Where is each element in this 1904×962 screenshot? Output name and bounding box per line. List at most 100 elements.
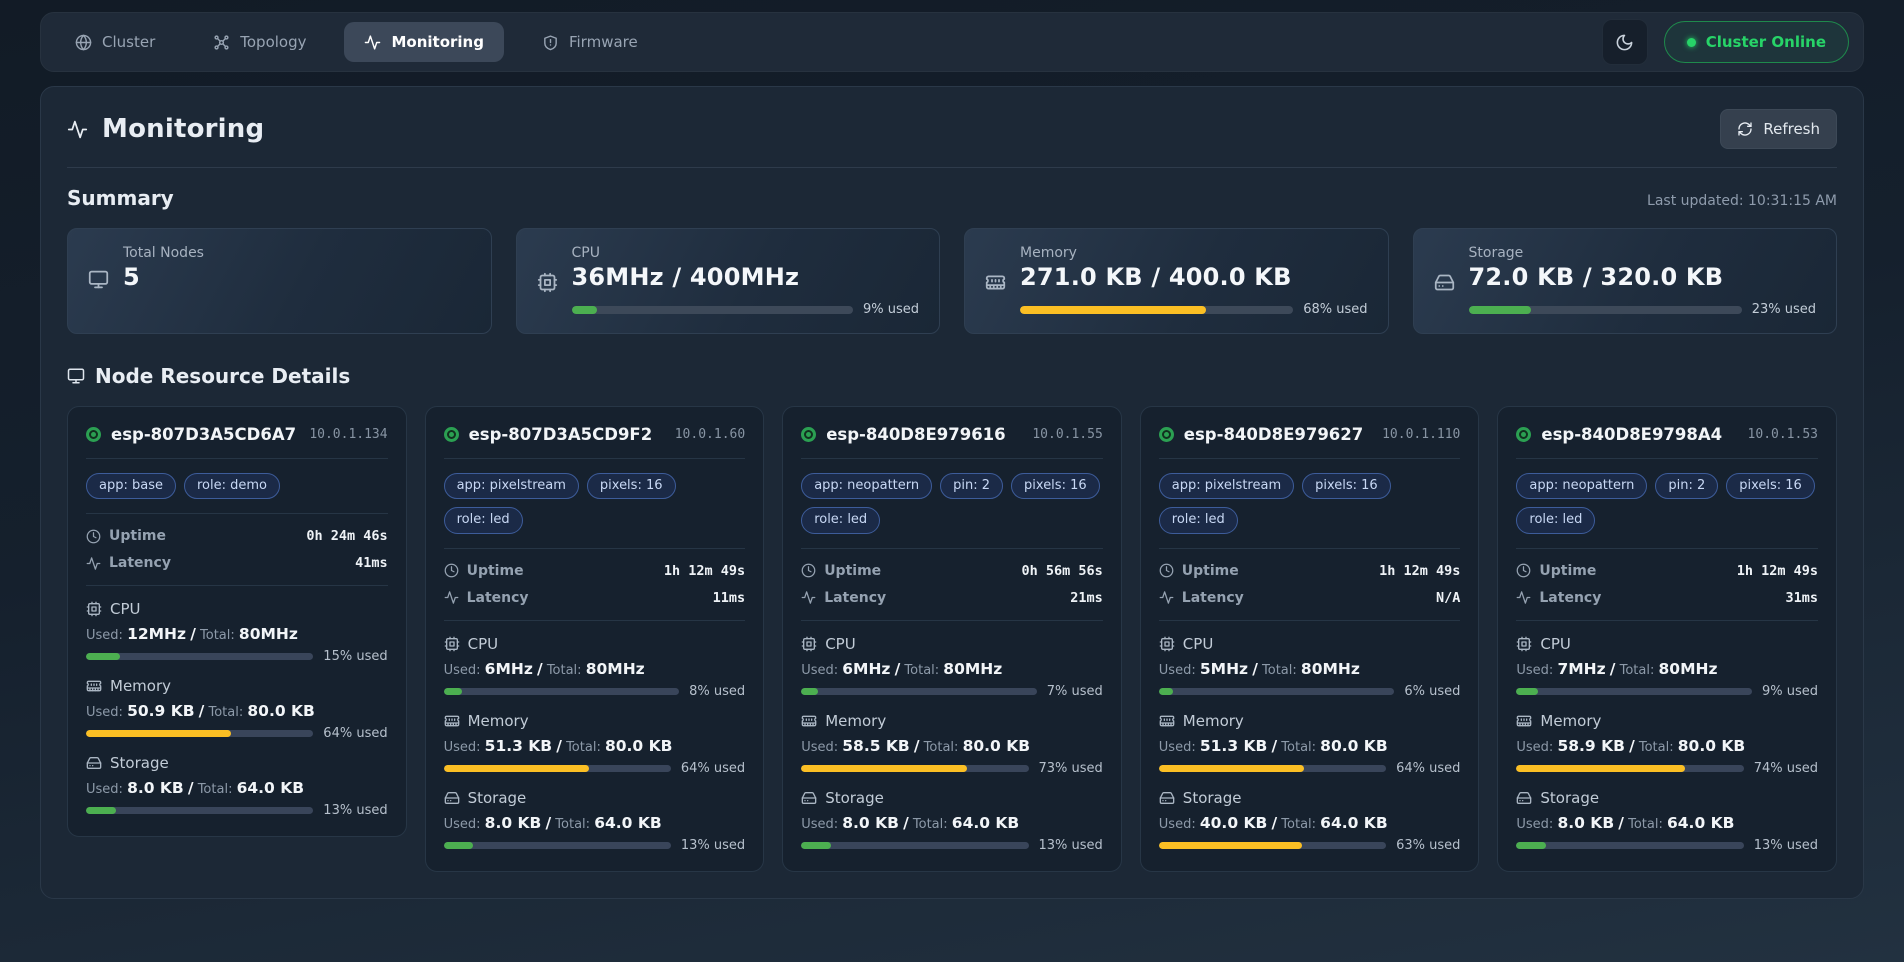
node-details-header: Node Resource Details [67,364,1837,388]
uptime-label: Uptime [1539,562,1597,579]
cpu-icon [1516,636,1532,652]
harddrive-icon [444,790,460,806]
node-resource-memory: Memory Used: 58.9 KB / Total: 80.0 KB 74… [1516,712,1818,776]
progress-percent-label: 8% used [689,683,746,699]
progress-track [1158,841,1387,849]
harddrive-icon [1516,790,1532,806]
progress-track [86,807,314,815]
resource-used-value: 50.9 KB [127,702,195,721]
node-resource-cpu: CPU Used: 5MHz / Total: 80MHz 6% used [1158,634,1460,699]
theme-toggle-button[interactable] [1601,19,1648,65]
node-resource-storage: Storage Used: 8.0 KB / Total: 64.0 KB 13… [1516,789,1818,853]
progress-percent-label: 13% used [323,803,388,819]
tab-cluster[interactable]: Cluster [55,22,175,62]
divider [86,513,388,515]
resource-label: Storage [1540,788,1600,807]
uptime-value: 1h 12m 49s [1736,562,1818,579]
resource-usage-line: Used: 6MHz / Total: 80MHz [443,659,645,678]
resource-label: Storage [1182,788,1242,807]
resource-used-value: 8.0 KB [1557,813,1615,832]
progress-percent-label: 15% used [323,649,388,665]
node-card: esp-840D8E9798A4 10.0.1.53 app: neopatte… [1497,406,1837,872]
resource-label: CPU [1182,634,1214,653]
summary-card-cpu: CPU 36MHz / 400MHz 9% used [515,228,940,334]
node-uptime-row: Uptime 0h 24m 46s [86,528,388,544]
progress-track [1516,687,1752,695]
progress-track [1158,764,1387,772]
resource-usage-line: Used: 50.9 KB / Total: 80.0 KB [86,702,315,721]
card-label: Total Nodes [123,245,204,261]
last-updated-text: Last updated: 10:31:15 AM [1647,193,1837,209]
panel-header: Monitoring Refresh [67,109,1837,149]
resource-total-value: 64.0 KB [951,813,1020,832]
progress-track [443,841,671,849]
divider [443,547,746,549]
summary-cards: Total Nodes 5 CPU 36MHz / 400MHz 9% used… [67,228,1837,334]
uptime-label: Uptime [466,562,524,579]
node-card-header: esp-807D3A5CD6A7 10.0.1.134 [86,425,388,444]
progress-fill [801,841,831,849]
tab-monitoring[interactable]: Monitoring [344,22,504,62]
resource-used-value: 8.0 KB [842,813,899,832]
node-resources: CPU Used: 6MHz / Total: 80MHz 7% used Me… [801,635,1103,853]
progress-percent-label: 23% used [1751,302,1816,317]
node-resource-memory: Memory Used: 51.3 KB / Total: 80.0 KB 64… [1158,712,1460,776]
node-resource-memory: Memory Used: 58.5 KB / Total: 80.0 KB 73… [801,712,1103,776]
divider [86,458,388,459]
resource-label: Memory [825,711,887,730]
resource-usage-line: Used: 58.9 KB / Total: 80.0 KB [1516,736,1746,755]
refresh-button[interactable]: Refresh [1720,109,1837,149]
resource-label: Memory [1540,711,1602,730]
progress-percent-label: 7% used [1046,683,1103,699]
node-ip: 10.0.1.134 [309,427,388,442]
divider [1158,619,1461,621]
progress-fill [1516,764,1685,772]
node-uptime-row: Uptime 1h 12m 49s [444,562,745,579]
card-label: CPU [571,245,600,261]
progress-track [86,730,314,738]
resource-label: Storage [467,788,527,807]
node-resource-memory: Memory Used: 51.3 KB / Total: 80.0 KB 64… [443,712,745,776]
cpu-icon [1159,636,1175,652]
node-latency-row: Latency 31ms [1516,590,1818,606]
resource-label: CPU [467,634,499,653]
node-resources: CPU Used: 7MHz / Total: 80MHz 9% used Me… [1516,635,1818,853]
divider [1158,547,1461,549]
node-latency-row: Latency 11ms [444,590,745,606]
node-uptime-row: Uptime 0h 56m 56s [801,563,1103,579]
cluster-status-badge[interactable]: Cluster Online [1663,21,1849,63]
resource-used-value: 51.3 KB [1199,736,1268,755]
progress-fill [86,807,116,815]
latency-value: N/A [1436,589,1461,606]
node-tag-row: app: pixelstream pixels: 16 role: led [1158,473,1461,534]
tab-topology[interactable]: Topology [193,22,326,62]
activity-icon [364,34,381,51]
resource-usage-line: Used: 8.0 KB / Total: 64.0 KB [86,779,305,798]
node-resource-cpu: CPU Used: 6MHz / Total: 80MHz 8% used [443,634,746,699]
node-tag: role: led [801,507,881,534]
progress-percent-label: 73% used [1038,760,1103,776]
harddrive-icon [801,790,817,806]
node-resource-memory: Memory Used: 50.9 KB / Total: 80.0 KB 64… [86,677,388,741]
resource-total-value: 80.0 KB [1320,736,1388,755]
progress-percent-label: 63% used [1396,837,1461,853]
resource-total-value: 80.0 KB [1677,736,1746,755]
resource-usage-line: Used: 6MHz / Total: 80MHz [801,659,1003,678]
divider [1516,619,1818,621]
page-title: Monitoring [102,114,265,144]
node-tag: app: pixelstream [1158,473,1295,500]
monitor-icon [88,269,109,317]
tab-firmware[interactable]: Firmware [522,22,658,62]
progress-fill [1158,764,1305,772]
progress-fill [86,730,232,738]
divider [443,619,746,621]
node-tag: app: base [86,473,176,500]
progress-track [801,687,1037,695]
divider [1516,547,1818,549]
resource-label: CPU [110,600,141,619]
progress-track [443,687,680,695]
clock-icon [1516,563,1531,578]
progress-fill [443,841,474,849]
resource-total-value: 80MHz [943,659,1003,678]
resource-label: Storage [110,754,169,773]
